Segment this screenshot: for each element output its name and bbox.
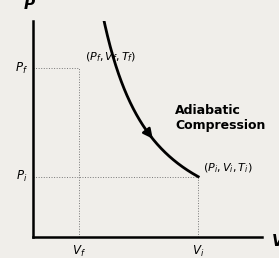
Text: $V_f$: $V_f$	[72, 244, 86, 258]
Text: $(P_i, V_i, T_i)$: $(P_i, V_i, T_i)$	[203, 161, 252, 174]
Text: P: P	[23, 0, 35, 12]
Text: $(P_f, V_f, T_f)$: $(P_f, V_f, T_f)$	[85, 50, 136, 64]
Text: $P_i$: $P_i$	[16, 169, 28, 184]
Text: V: V	[271, 234, 279, 249]
Text: Adiabatic
Compression: Adiabatic Compression	[175, 104, 266, 132]
Text: $V_i$: $V_i$	[192, 244, 204, 258]
Text: $P_f$: $P_f$	[15, 61, 28, 76]
